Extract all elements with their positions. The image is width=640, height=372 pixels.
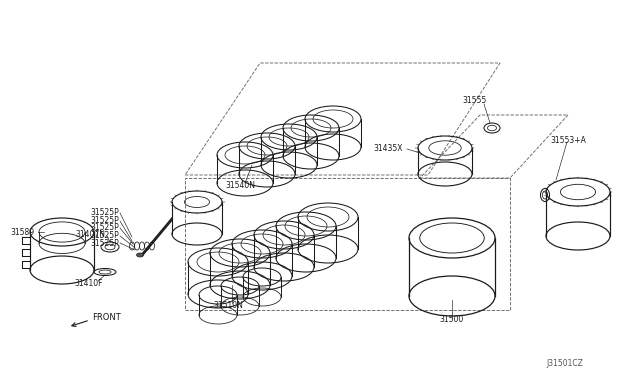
Text: 31525P: 31525P	[90, 231, 119, 240]
Text: 31525P: 31525P	[90, 238, 119, 247]
Ellipse shape	[136, 253, 143, 257]
Text: 31525P: 31525P	[90, 215, 119, 224]
Text: 31553+A: 31553+A	[550, 135, 586, 144]
Text: 31500: 31500	[440, 315, 464, 324]
Text: 31525P: 31525P	[90, 222, 119, 231]
Text: J31501CZ: J31501CZ	[546, 359, 583, 369]
Text: 31589: 31589	[10, 228, 34, 237]
Text: 31510N: 31510N	[213, 301, 243, 310]
Text: 31435X: 31435X	[373, 144, 403, 153]
Text: 31540N: 31540N	[225, 180, 255, 189]
Text: 31410F: 31410F	[74, 279, 102, 288]
Text: 31525P: 31525P	[90, 208, 119, 217]
Text: FRONT: FRONT	[92, 314, 121, 323]
Text: 31555: 31555	[462, 96, 486, 105]
Text: 31407N: 31407N	[75, 230, 105, 238]
